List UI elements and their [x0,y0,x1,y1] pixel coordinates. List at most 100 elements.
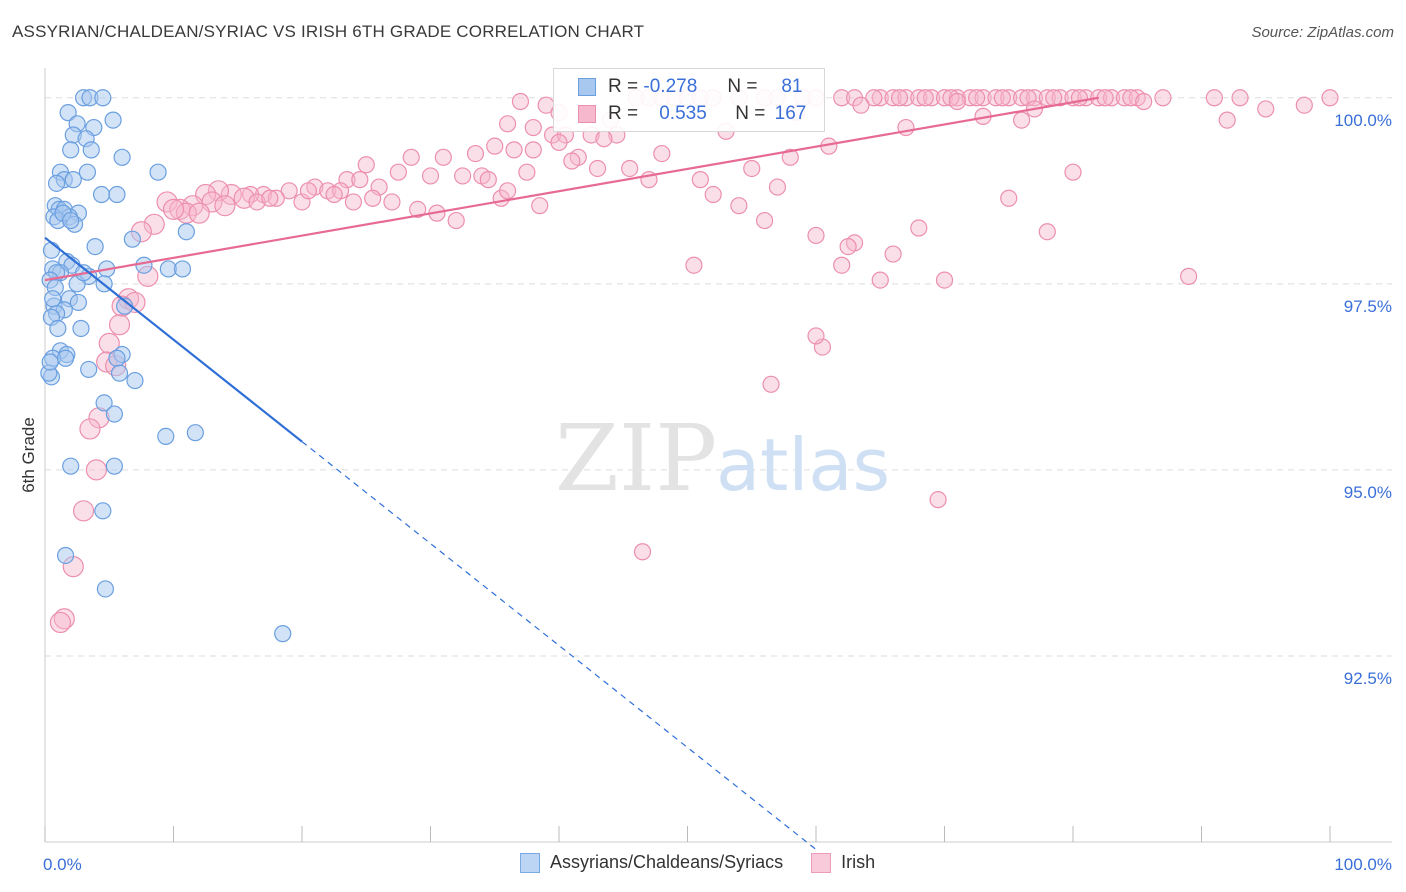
irish-point [261,189,279,207]
irish-point [1135,92,1153,111]
irish-point [1115,89,1134,107]
irish-point [499,115,517,133]
irish-point [162,198,185,221]
irish-point [948,89,966,107]
assyrian-point [80,360,98,379]
irish-point [486,137,504,155]
assyrian-point [72,319,90,338]
irish-point [351,171,369,189]
irish-point [833,256,851,274]
assyrian-point [104,111,122,129]
legend-item-assyrian[interactable]: Assyrians/Chaldeans/Syriacs [520,852,783,873]
irish-point [505,141,523,159]
irish-point [839,238,857,256]
irish-point [49,611,72,634]
irish-point [1122,89,1140,107]
assyrian-point [105,405,123,423]
irish-point [524,141,542,159]
irish-point [768,178,787,196]
irish-point [807,226,825,245]
assyrian-point [105,457,123,475]
grid-lines [45,97,1392,657]
irish-point [1045,89,1063,107]
irish-point [833,89,851,107]
x-tick-label: 0.0% [43,855,82,874]
irish-point [691,171,709,189]
irish-point [897,89,915,107]
irish-point [781,148,799,166]
irish-point [524,118,542,137]
r-label: R = [608,103,639,124]
watermark-atlas: atlas [716,423,890,507]
n-value: 81 [781,76,803,97]
irish-point [466,144,485,163]
assyrian-point [82,141,100,159]
legend-swatch-blue [520,852,540,873]
assyrian-point [95,394,113,412]
assyrian-point [126,371,144,390]
assyrian-point [108,185,126,204]
r-label: R = [608,76,639,97]
irish-point [454,167,472,185]
assyrian-point [64,171,82,189]
irish-point [948,92,966,111]
series-assyrian [40,89,292,643]
irish-point [704,185,722,204]
legend-item-irish[interactable]: Irish [811,852,875,873]
assyrian-point [56,546,75,565]
assyrian-point [177,223,195,241]
assyrian-point [49,319,67,338]
irish-point [1154,89,1172,107]
irish-point [175,202,197,224]
assyrian-point [47,174,66,192]
irish-point [1051,89,1069,107]
irish-point [1102,89,1121,107]
stats-legend: R = -0.278 N = 81 R = 0.535 N = 167 [553,68,825,132]
assyrian-point [56,349,75,367]
axes: 92.5% 95.0% 97.5% 100.0% 0.0% 100.0% [43,68,1392,874]
assyrian-point [62,141,80,159]
irish-point [499,182,517,200]
irish-point [968,89,986,107]
irish-point [1012,111,1031,129]
irish-point [1096,89,1114,107]
assyrian-point [78,163,97,181]
irish-point [563,152,581,170]
irish-point [916,89,934,107]
r-value: 0.535 [659,103,707,124]
irish-point [364,189,382,207]
irish-point [974,89,992,107]
irish-point [621,159,639,178]
irish-point [890,89,909,107]
stats-row-assyrian: R = -0.278 N = 81 [578,74,802,100]
irish-point [871,89,889,107]
assyrian-point [59,104,77,122]
irish-point [871,271,889,289]
assyrian-point [108,349,126,367]
stats-row-irish: R = 0.535 N = 167 [578,101,806,127]
irish-point [220,183,242,206]
assyrian-point [157,427,175,445]
irish-point [807,327,825,345]
irish-point [961,89,979,107]
series-irish [49,89,1339,634]
irish-point [550,133,568,152]
legend-swatch-pink [578,105,596,123]
irish-point [1321,89,1339,107]
y-tick-label: 100.0% [1334,111,1392,130]
irish-point [865,89,883,107]
irish-point [108,314,131,336]
irish-point [267,189,285,207]
legend-swatch-blue [578,78,596,96]
assyrian-point [135,256,153,274]
irish-point [511,92,530,111]
n-value: 167 [774,103,807,124]
irish-point [884,245,902,263]
irish-point [1205,89,1223,107]
irish-point [993,89,1011,107]
irish-point [852,96,870,114]
assyrian-point [44,290,62,308]
irish-point [383,193,401,211]
n-label: N = [727,76,758,97]
